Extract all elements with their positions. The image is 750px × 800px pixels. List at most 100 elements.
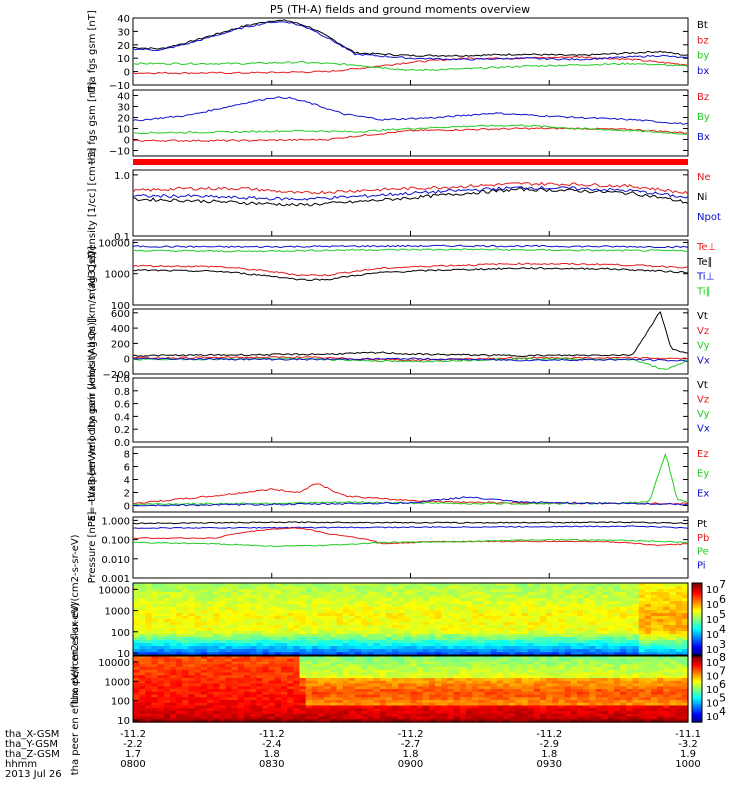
spectrogram-cell xyxy=(163,583,171,587)
spectrogram-cell xyxy=(466,705,473,709)
spectrogram-cell xyxy=(392,656,399,660)
legend-entry: by xyxy=(697,51,709,62)
spectrogram-cell xyxy=(466,631,473,635)
spectrogram-cell xyxy=(398,625,405,629)
spectrogram-cell xyxy=(496,669,504,674)
spectrogram-cell xyxy=(268,708,276,712)
spectrogram-cell xyxy=(311,702,319,707)
spectrogram-cell xyxy=(638,646,646,650)
spectrogram-cell xyxy=(268,613,276,617)
spectrogram-cell xyxy=(262,610,270,614)
spectrogram-cell xyxy=(244,625,251,629)
spectrogram-cell xyxy=(367,700,375,704)
spectrogram-cell xyxy=(348,601,356,605)
spectrogram-cell xyxy=(626,649,634,653)
spectrogram-cell xyxy=(355,604,362,608)
y-tick-label: 20 xyxy=(117,41,130,52)
spectrogram-cell xyxy=(626,694,634,698)
spectrogram-cell xyxy=(305,598,313,602)
spectrogram-cell xyxy=(219,592,227,596)
spectrogram-cell xyxy=(527,680,535,685)
spectrogram-frame xyxy=(132,582,689,656)
spectrogram-cell xyxy=(546,691,553,696)
spectrogram-cell xyxy=(281,664,288,668)
colorbar-cell xyxy=(692,685,702,688)
spectrogram-cell xyxy=(564,628,572,632)
spectrogram-cell xyxy=(638,625,646,629)
spectrogram-cell xyxy=(416,672,424,676)
spectrogram-cell xyxy=(583,598,590,602)
spectrogram-cell xyxy=(311,610,319,614)
spectrogram-cell xyxy=(293,625,301,629)
spectrogram-cell xyxy=(459,592,467,596)
spectrogram-cell xyxy=(644,697,652,701)
spectrogram-cell xyxy=(194,616,202,620)
spectrogram-cell xyxy=(262,604,270,608)
spectrogram-cell xyxy=(163,697,171,701)
spectrogram-cell xyxy=(324,631,331,635)
spectrogram-cell xyxy=(219,649,227,653)
colorbar-exponent: 3 xyxy=(719,638,726,651)
spectrogram-cell xyxy=(644,625,652,629)
spectrogram-cell xyxy=(583,637,590,641)
spectrogram-cell xyxy=(157,625,165,629)
spectrogram-cell xyxy=(250,607,257,611)
spectrogram-cell xyxy=(163,716,171,720)
spectrogram-cell xyxy=(681,719,689,723)
spectrogram-cell xyxy=(478,700,486,704)
spectrogram-cell xyxy=(176,719,183,723)
spectrogram-cell xyxy=(324,619,331,623)
spectrogram-cell xyxy=(675,622,683,626)
spectrogram-cell xyxy=(540,694,547,698)
spectrogram-cell xyxy=(515,595,523,599)
spectrogram-cell xyxy=(459,628,467,632)
spectrogram-cell xyxy=(459,675,467,679)
spectrogram-cell xyxy=(521,625,529,629)
spectrogram-cell xyxy=(268,601,276,605)
spectrogram-cell xyxy=(361,672,368,676)
spectrogram-cell xyxy=(200,637,208,641)
spectrogram-cell xyxy=(595,595,603,599)
spectrogram-cell xyxy=(601,637,609,641)
spectrogram-cell xyxy=(459,619,467,623)
spectrogram-cell xyxy=(601,610,609,614)
spectrogram-cell xyxy=(318,656,325,660)
spectrogram-cell xyxy=(318,683,325,687)
spectrogram-cell xyxy=(626,656,634,660)
colorbar-cell xyxy=(692,599,702,602)
spectrogram-cell xyxy=(256,640,264,644)
spectrogram-cell xyxy=(620,700,627,704)
spectrogram-cell xyxy=(416,664,424,668)
spectrogram-cell xyxy=(663,625,671,629)
spectrogram-cell xyxy=(607,675,615,679)
spectrogram-cell xyxy=(336,713,344,718)
spectrogram-cell xyxy=(663,631,671,635)
spectrogram-cell xyxy=(626,646,634,650)
spectrogram-cell xyxy=(188,607,196,611)
spectrogram-cell xyxy=(404,610,412,614)
colorbar-cell xyxy=(692,702,702,705)
spectrogram-cell xyxy=(367,680,375,685)
spectrogram-cell xyxy=(342,689,350,693)
spectrogram-cell xyxy=(379,622,387,626)
spectrogram-cell xyxy=(503,613,510,617)
spectrogram-cell xyxy=(151,589,159,593)
spectrogram-cell xyxy=(422,586,430,590)
spectrogram-cell xyxy=(546,613,553,617)
spectrogram-cell xyxy=(570,719,578,723)
spectrogram-cell xyxy=(589,700,597,704)
legend-entry: Vt xyxy=(697,380,708,391)
spectrogram-cell xyxy=(398,640,405,644)
spectrogram-cell xyxy=(256,652,264,656)
spectrogram-cell xyxy=(533,646,541,650)
colorbar-label: 10 xyxy=(706,630,719,641)
spectrogram-cell xyxy=(410,664,418,668)
spectrogram-cell xyxy=(521,700,529,704)
spectrogram-cell xyxy=(595,622,603,626)
spectrogram-cell xyxy=(392,622,399,626)
spectrogram-cell xyxy=(256,646,264,650)
spectrogram-cell xyxy=(231,686,239,690)
y-tick-label: 0 xyxy=(124,502,130,513)
spectrogram-cell xyxy=(675,708,683,712)
spectrogram-cell xyxy=(509,683,516,687)
